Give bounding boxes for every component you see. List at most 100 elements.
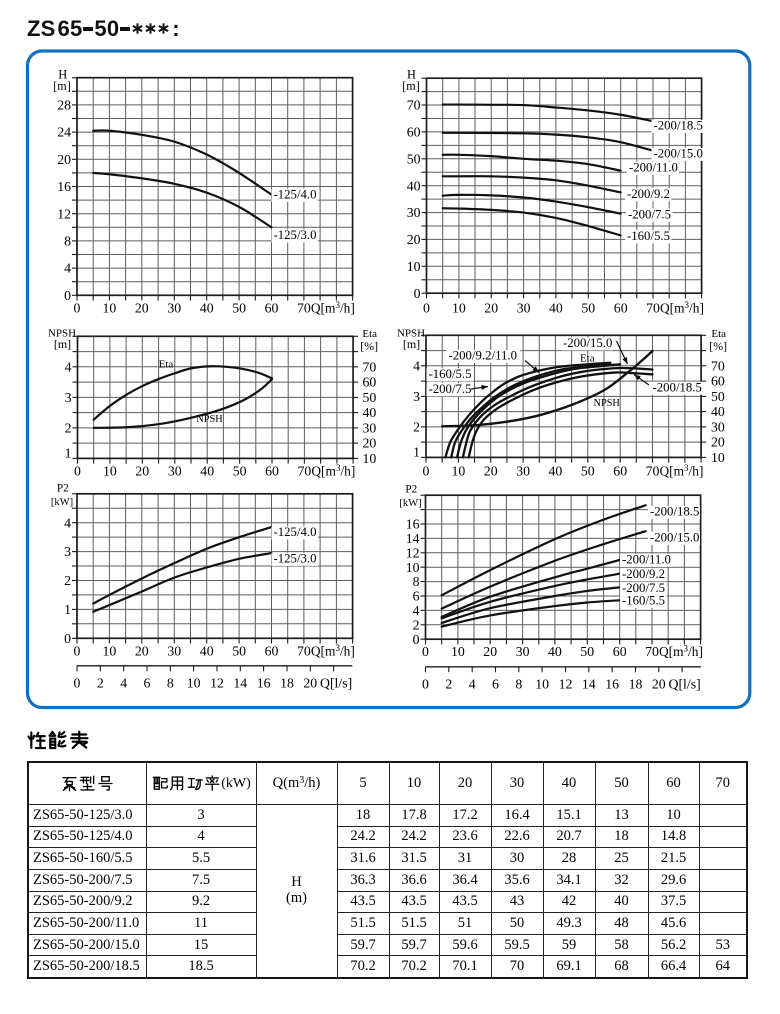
svg-text:70: 70: [298, 464, 312, 479]
svg-text:20: 20: [483, 644, 497, 659]
svg-text:Eta: Eta: [159, 358, 174, 370]
svg-text:6: 6: [144, 675, 151, 690]
svg-text:NPSH: NPSH: [48, 328, 76, 340]
svg-text:Q[l/s]: Q[l/s]: [320, 675, 352, 690]
svg-text:P2: P2: [57, 483, 69, 495]
svg-text:70: 70: [645, 644, 659, 659]
svg-text:40: 40: [549, 464, 563, 479]
svg-text:6: 6: [492, 676, 499, 691]
svg-text:12: 12: [559, 676, 573, 691]
svg-text:60: 60: [613, 464, 627, 479]
svg-text:60: 60: [265, 464, 279, 479]
svg-text:2: 2: [65, 421, 72, 436]
svg-text:30: 30: [167, 643, 181, 658]
svg-text:60: 60: [711, 374, 725, 389]
svg-text:-125/3.0: -125/3.0: [274, 228, 317, 242]
svg-text:10: 10: [535, 676, 549, 691]
svg-text:P2: P2: [405, 483, 417, 495]
svg-text:-200/9.2/11.0: -200/9.2/11.0: [449, 349, 517, 363]
svg-text:3: 3: [64, 544, 71, 559]
svg-text:10: 10: [103, 643, 117, 658]
svg-text:20: 20: [135, 643, 149, 658]
svg-text:10: 10: [103, 464, 117, 479]
svg-text:0: 0: [423, 300, 430, 315]
svg-text:0: 0: [423, 464, 430, 479]
svg-text:70: 70: [646, 464, 660, 479]
svg-text:-125/4.0: -125/4.0: [274, 525, 317, 539]
svg-text:30: 30: [168, 464, 182, 479]
svg-text:70: 70: [363, 359, 377, 374]
svg-text:70: 70: [297, 300, 311, 315]
svg-text:50: 50: [581, 464, 595, 479]
svg-text:30: 30: [167, 300, 181, 315]
svg-text:4: 4: [65, 359, 72, 374]
svg-text:10: 10: [452, 464, 466, 479]
svg-text:14: 14: [582, 676, 596, 691]
svg-text:0: 0: [74, 464, 81, 479]
svg-text:50: 50: [580, 644, 594, 659]
svg-text:50: 50: [581, 300, 595, 315]
svg-text:[%]: [%]: [709, 339, 727, 353]
svg-text:0: 0: [414, 286, 421, 301]
svg-text:NPSH: NPSH: [196, 414, 223, 425]
svg-text:Q[m3/h]: Q[m3/h]: [311, 463, 355, 479]
svg-text:40: 40: [407, 178, 421, 193]
svg-text:40: 40: [549, 300, 563, 315]
svg-text:2: 2: [413, 617, 420, 632]
svg-text:-160/5.5: -160/5.5: [627, 229, 670, 243]
svg-text:3: 3: [413, 389, 420, 404]
svg-text:4: 4: [64, 515, 71, 530]
svg-text:60: 60: [265, 643, 279, 658]
svg-text:1: 1: [65, 445, 72, 460]
svg-text:0: 0: [64, 288, 71, 303]
svg-text:2: 2: [413, 420, 420, 435]
svg-text:4: 4: [120, 675, 127, 690]
svg-text:3: 3: [65, 390, 72, 405]
svg-text:[%]: [%]: [360, 339, 378, 353]
svg-text:0: 0: [74, 675, 81, 690]
svg-text:0: 0: [413, 632, 420, 647]
svg-text:-200/15.0: -200/15.0: [563, 336, 612, 350]
svg-text:1: 1: [413, 444, 420, 459]
svg-text:4: 4: [469, 676, 476, 691]
svg-text:Q[m3/h]: Q[m3/h]: [660, 300, 704, 316]
svg-text:4: 4: [64, 261, 71, 276]
svg-text:14: 14: [233, 675, 247, 690]
svg-text:H: H: [58, 68, 67, 82]
svg-text:-200/15.0: -200/15.0: [650, 531, 699, 545]
svg-text:40: 40: [200, 464, 214, 479]
svg-text:4: 4: [413, 603, 420, 618]
svg-text:50: 50: [363, 390, 377, 405]
svg-text:Eta: Eta: [580, 353, 595, 365]
svg-text:-160/5.5: -160/5.5: [622, 594, 665, 608]
svg-text:-200/7.5: -200/7.5: [429, 382, 472, 396]
svg-text:20: 20: [652, 676, 666, 691]
svg-text:10: 10: [407, 259, 421, 274]
svg-text:4: 4: [413, 358, 420, 373]
svg-text:Q[m3/h]: Q[m3/h]: [311, 643, 355, 659]
svg-text:0: 0: [64, 631, 71, 646]
svg-text:50: 50: [233, 464, 247, 479]
svg-text:30: 30: [517, 300, 531, 315]
svg-text:20: 20: [407, 232, 421, 247]
svg-text:50: 50: [232, 300, 246, 315]
svg-text:10: 10: [187, 675, 201, 690]
svg-text:[m]: [m]: [54, 337, 71, 351]
svg-text:30: 30: [711, 420, 725, 435]
svg-text:Q[m3/h]: Q[m3/h]: [659, 643, 703, 659]
svg-text:0: 0: [422, 676, 429, 691]
svg-text:16: 16: [57, 179, 71, 194]
svg-text:40: 40: [363, 405, 377, 420]
svg-text:40: 40: [548, 644, 562, 659]
svg-text:8: 8: [515, 676, 522, 691]
svg-text:20: 20: [303, 675, 317, 690]
svg-text:-200/7.5: -200/7.5: [622, 581, 665, 595]
svg-text:18: 18: [629, 676, 643, 691]
svg-text:60: 60: [613, 644, 627, 659]
svg-text:20: 20: [57, 152, 71, 167]
svg-text:70: 70: [407, 98, 421, 113]
svg-text:2: 2: [97, 675, 104, 690]
svg-text:70: 70: [646, 300, 660, 315]
svg-text:[m]: [m]: [402, 79, 419, 93]
svg-text:40: 40: [200, 300, 214, 315]
